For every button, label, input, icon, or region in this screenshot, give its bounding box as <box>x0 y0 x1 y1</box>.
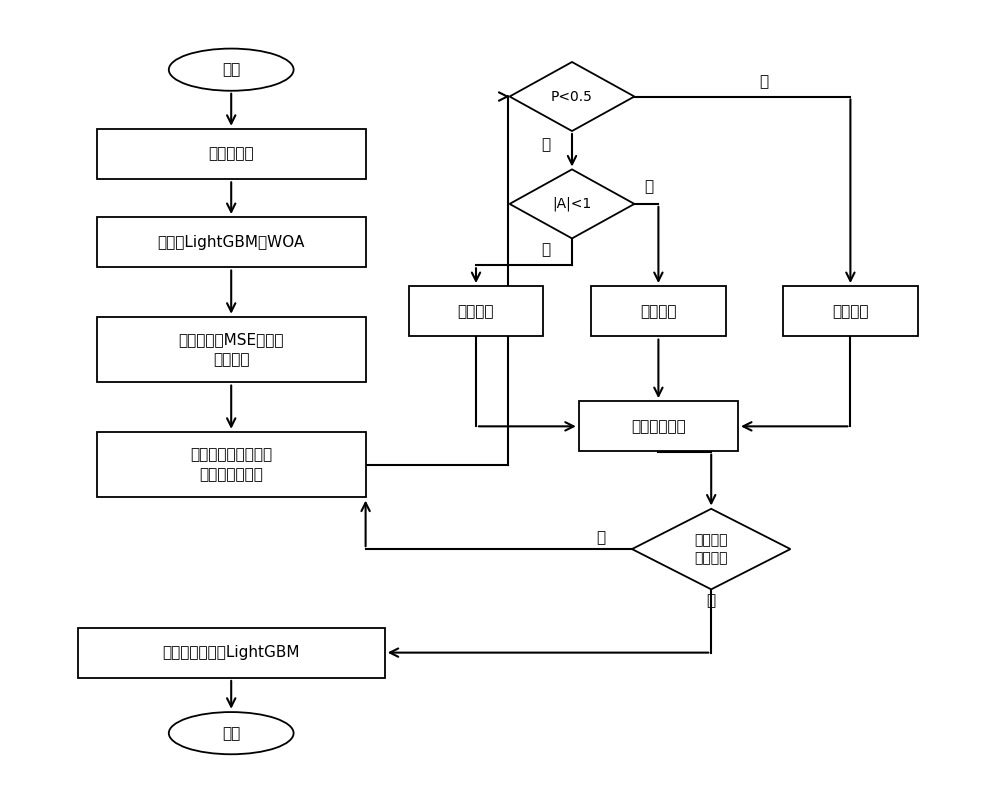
Ellipse shape <box>169 712 294 754</box>
Text: 否: 否 <box>759 74 769 89</box>
Text: 将最优参数赋给LightGBM: 将最优参数赋给LightGBM <box>162 645 300 660</box>
Text: 更新鱼群位置: 更新鱼群位置 <box>631 419 686 434</box>
Polygon shape <box>510 169 634 238</box>
Text: 初始化LightGBM与WOA: 初始化LightGBM与WOA <box>158 235 305 250</box>
FancyBboxPatch shape <box>97 217 366 267</box>
Text: P<0.5: P<0.5 <box>551 89 593 104</box>
Text: 开始: 开始 <box>222 62 240 78</box>
Text: 达到最大
迭代次数: 达到最大 迭代次数 <box>694 534 728 565</box>
Text: 否: 否 <box>644 179 653 194</box>
FancyBboxPatch shape <box>97 432 366 497</box>
Text: 取适应度最小鲸鱼作
为当前最佳鲸鱼: 取适应度最小鲸鱼作 为当前最佳鲸鱼 <box>190 447 272 482</box>
FancyBboxPatch shape <box>783 286 918 336</box>
FancyBboxPatch shape <box>97 317 366 382</box>
Text: 否: 否 <box>596 530 605 545</box>
FancyBboxPatch shape <box>97 129 366 179</box>
Polygon shape <box>510 62 634 131</box>
Ellipse shape <box>169 49 294 91</box>
Text: 是: 是 <box>542 137 551 153</box>
Text: 谓旋搜寻: 谓旋搜寻 <box>832 304 869 319</box>
FancyBboxPatch shape <box>579 401 738 451</box>
Polygon shape <box>632 509 790 590</box>
FancyBboxPatch shape <box>591 286 726 336</box>
Text: 围捕猎物: 围捕猎物 <box>458 304 494 319</box>
Text: 以均方误差MSE作为适
应度函数: 以均方误差MSE作为适 应度函数 <box>178 332 284 367</box>
Text: 是: 是 <box>707 593 716 608</box>
Text: 结束: 结束 <box>222 725 240 741</box>
FancyBboxPatch shape <box>409 286 543 336</box>
Text: 随机搜寻: 随机搜寻 <box>640 304 677 319</box>
Text: 构建数据集: 构建数据集 <box>208 146 254 161</box>
Text: |A|<1: |A|<1 <box>552 197 592 211</box>
FancyBboxPatch shape <box>78 628 385 678</box>
Text: 是: 是 <box>542 242 551 257</box>
